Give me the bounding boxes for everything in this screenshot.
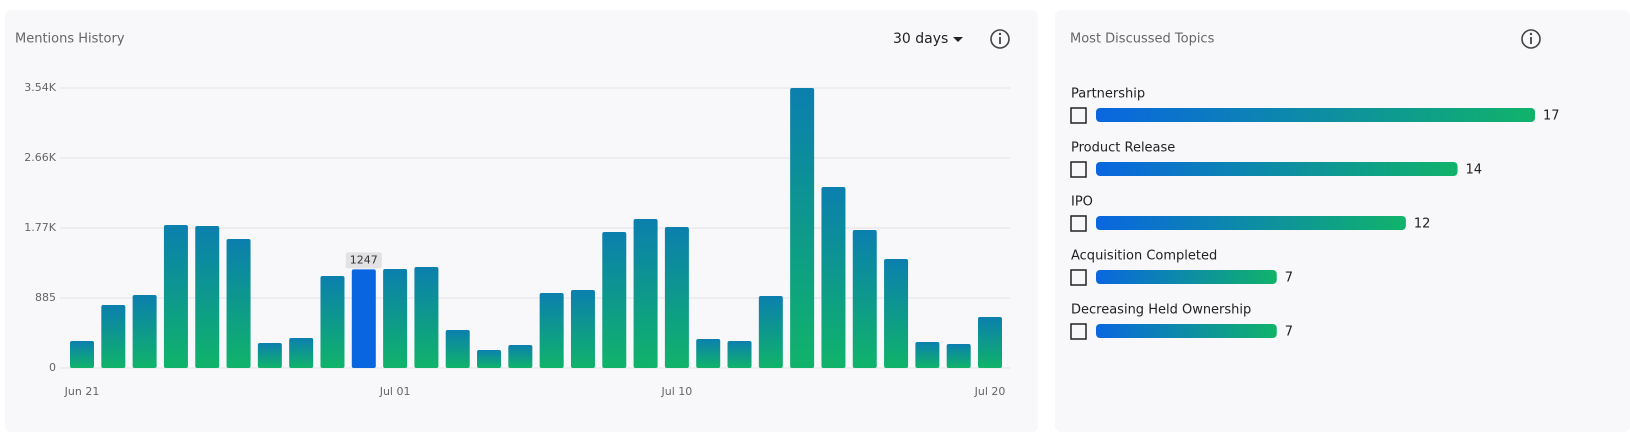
y-tick-label: 0	[49, 361, 56, 374]
bar	[821, 187, 846, 368]
bar	[226, 238, 251, 368]
bar	[163, 224, 188, 368]
topic-checkbox[interactable]	[1070, 323, 1087, 340]
topic-bar	[1096, 108, 1535, 122]
x-tick-label: Jul 20	[974, 385, 1006, 398]
range-dropdown[interactable]: 30 days	[893, 31, 948, 47]
topic-label: Acquisition Completed	[1071, 249, 1217, 264]
bar	[884, 259, 909, 368]
bar	[383, 268, 408, 368]
bar	[633, 218, 658, 368]
bar	[101, 304, 126, 368]
topic-bar	[1096, 324, 1277, 338]
bar	[790, 88, 815, 368]
mentions-panel	[5, 10, 1038, 432]
bar	[257, 343, 282, 368]
topic-checkbox[interactable]	[1070, 161, 1087, 178]
topic-value: 14	[1466, 163, 1483, 178]
tooltip-box	[345, 252, 382, 269]
y-tick-label: 3.54K	[24, 81, 56, 94]
y-tick-label: 1.77K	[24, 221, 56, 234]
bar	[978, 316, 1002, 368]
bar	[70, 341, 94, 368]
bar	[539, 293, 564, 368]
topic-checkbox[interactable]	[1070, 107, 1087, 124]
x-tick-label: Jul 01	[379, 385, 411, 398]
bar	[696, 338, 721, 368]
bar	[915, 341, 940, 368]
bar	[289, 338, 314, 368]
topic-bar	[1096, 162, 1458, 176]
bar	[664, 226, 689, 368]
bar	[132, 294, 157, 368]
bar	[727, 341, 752, 368]
panel-title: Mentions History	[15, 32, 125, 47]
bar	[445, 330, 470, 368]
x-tick-label: Jun 21	[64, 385, 100, 398]
bar	[477, 349, 502, 368]
topic-checkbox[interactable]	[1070, 215, 1087, 232]
info-icon[interactable]	[1521, 29, 1541, 49]
tooltip-label: 1247	[350, 253, 378, 266]
bar	[351, 269, 376, 368]
topic-label: Decreasing Held Ownership	[1071, 303, 1251, 318]
bar	[320, 276, 345, 368]
topic-label: Partnership	[1071, 87, 1145, 102]
bar	[570, 290, 595, 368]
y-tick-label: 885	[35, 291, 56, 304]
topic-label: Product Release	[1071, 141, 1175, 156]
bar	[195, 226, 220, 368]
bar	[602, 232, 627, 368]
bar	[758, 296, 783, 368]
topic-value: 12	[1414, 217, 1431, 232]
topic-value: 17	[1543, 109, 1560, 124]
topic-label: IPO	[1071, 195, 1093, 210]
topic-value: 7	[1285, 325, 1293, 340]
bar	[852, 229, 877, 368]
y-tick-label: 2.66K	[24, 151, 56, 164]
x-tick-label: Jul 10	[661, 385, 693, 398]
topic-bar	[1096, 270, 1277, 284]
topic-value: 7	[1285, 271, 1293, 286]
bar	[946, 344, 971, 368]
dropdown-caret[interactable]	[953, 37, 963, 42]
info-icon[interactable]	[990, 29, 1010, 49]
panel-title: Most Discussed Topics	[1070, 32, 1215, 47]
topic-bar	[1096, 216, 1406, 230]
bar	[508, 344, 533, 368]
bar	[414, 266, 439, 368]
topic-checkbox[interactable]	[1070, 269, 1087, 286]
